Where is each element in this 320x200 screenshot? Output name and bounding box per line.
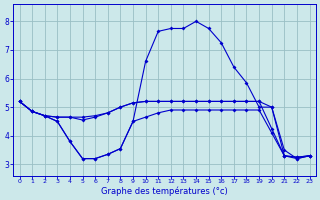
X-axis label: Graphe des températures (°c): Graphe des températures (°c): [101, 186, 228, 196]
